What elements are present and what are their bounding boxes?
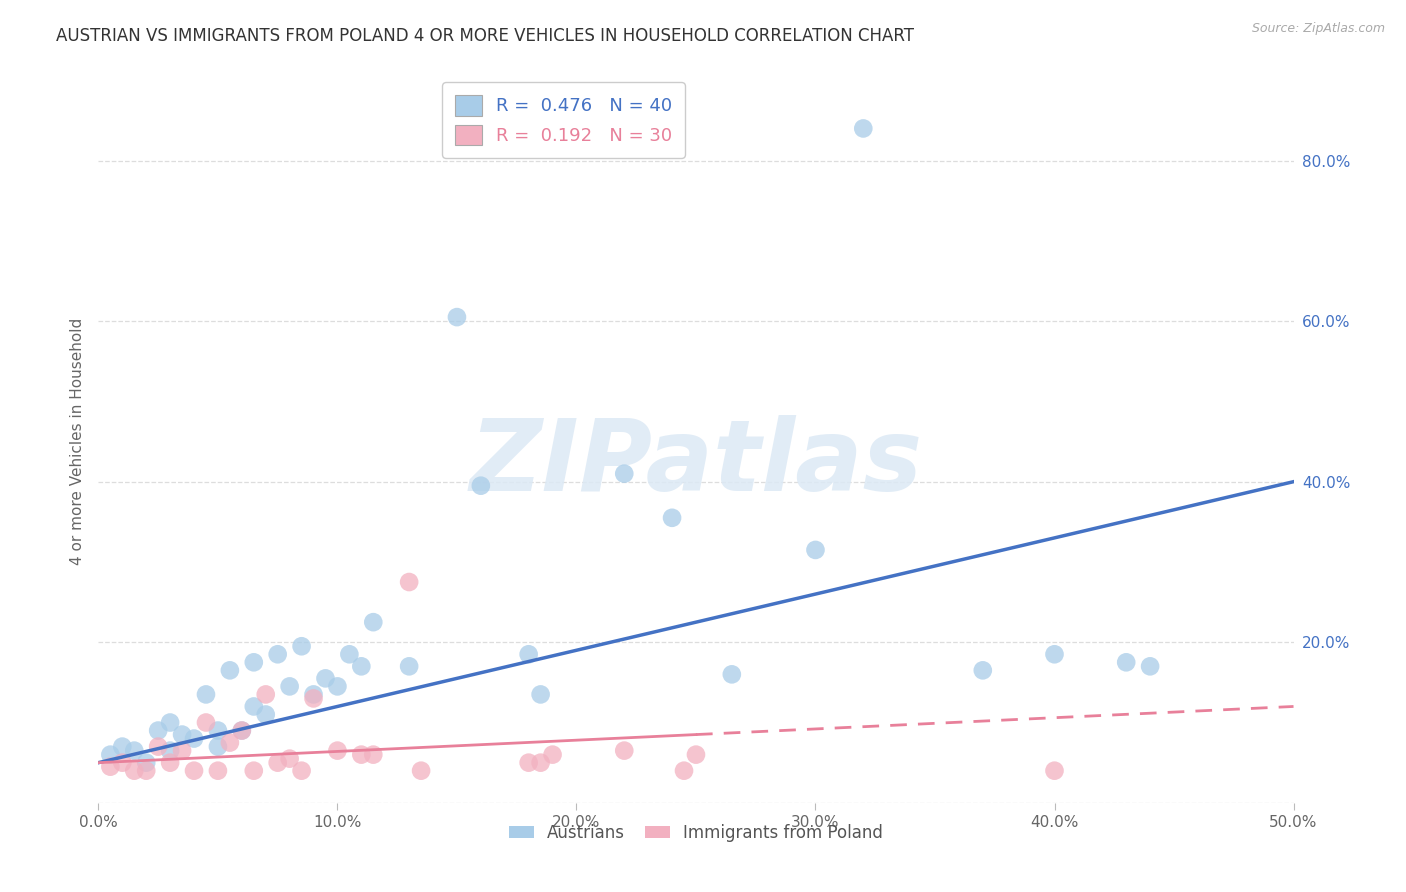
Point <box>302 687 325 701</box>
Legend: Austrians, Immigrants from Poland: Austrians, Immigrants from Poland <box>502 817 890 848</box>
Point <box>1043 764 1066 778</box>
Point <box>721 667 744 681</box>
Point <box>243 699 266 714</box>
Point <box>207 739 229 754</box>
Point <box>98 760 122 774</box>
Point <box>363 615 385 630</box>
Point <box>685 747 707 762</box>
Point <box>267 756 290 770</box>
Point <box>530 687 553 701</box>
Point <box>243 655 266 669</box>
Point <box>411 764 433 778</box>
Text: ZIPatlas: ZIPatlas <box>470 415 922 512</box>
Point <box>124 744 146 758</box>
Point <box>135 764 157 778</box>
Point <box>159 744 181 758</box>
Point <box>278 751 301 765</box>
Point <box>183 764 205 778</box>
Point <box>219 735 242 749</box>
Point <box>804 542 827 557</box>
Point <box>207 723 229 738</box>
Point <box>613 467 636 481</box>
Text: AUSTRIAN VS IMMIGRANTS FROM POLAND 4 OR MORE VEHICLES IN HOUSEHOLD CORRELATION C: AUSTRIAN VS IMMIGRANTS FROM POLAND 4 OR … <box>56 27 914 45</box>
Point <box>148 739 170 754</box>
Point <box>159 756 181 770</box>
Point <box>972 664 994 678</box>
Point <box>661 510 683 524</box>
Point <box>350 747 373 762</box>
Point <box>219 664 242 678</box>
Point <box>446 310 468 325</box>
Y-axis label: 4 or more Vehicles in Household: 4 or more Vehicles in Household <box>69 318 84 566</box>
Point <box>363 747 385 762</box>
Point <box>302 691 325 706</box>
Point <box>1115 655 1137 669</box>
Point <box>124 764 146 778</box>
Point <box>541 747 564 762</box>
Point <box>172 744 194 758</box>
Point <box>172 728 194 742</box>
Point <box>517 756 540 770</box>
Point <box>231 723 253 738</box>
Point <box>111 756 134 770</box>
Point <box>470 478 492 492</box>
Point <box>195 715 218 730</box>
Point <box>339 648 361 662</box>
Point <box>207 764 229 778</box>
Point <box>148 723 170 738</box>
Point <box>530 756 553 770</box>
Point <box>613 744 636 758</box>
Text: Source: ZipAtlas.com: Source: ZipAtlas.com <box>1251 22 1385 36</box>
Point <box>673 764 696 778</box>
Point <box>135 756 157 770</box>
Point <box>398 659 420 673</box>
Point <box>1139 659 1161 673</box>
Point <box>243 764 266 778</box>
Point <box>517 648 540 662</box>
Point <box>98 747 122 762</box>
Point <box>267 648 290 662</box>
Point <box>1043 648 1066 662</box>
Point <box>291 764 314 778</box>
Point <box>291 639 314 653</box>
Point <box>278 680 301 694</box>
Point <box>159 715 181 730</box>
Point <box>326 680 349 694</box>
Point <box>398 574 420 589</box>
Point <box>254 687 277 701</box>
Point <box>183 731 205 746</box>
Point <box>326 744 349 758</box>
Point <box>111 739 134 754</box>
Point <box>195 687 218 701</box>
Point <box>231 723 253 738</box>
Point <box>254 707 277 722</box>
Point <box>852 121 875 136</box>
Point <box>315 671 337 685</box>
Point <box>350 659 373 673</box>
